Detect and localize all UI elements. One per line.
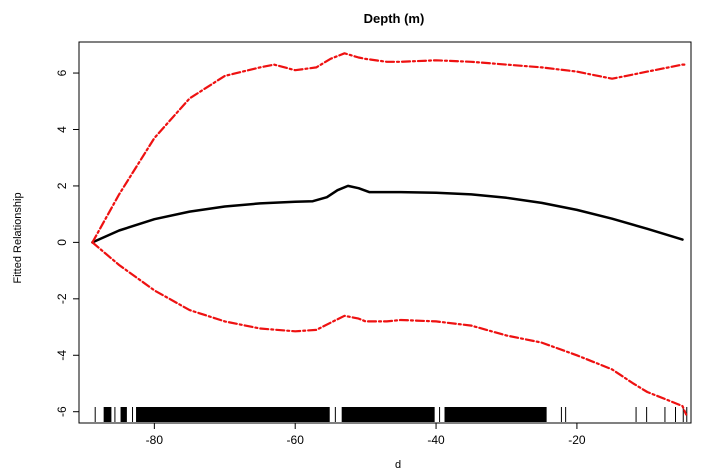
- y-axis-label: Fitted Relationship: [12, 192, 24, 283]
- rug-dense-band: [444, 407, 547, 422]
- y-tick-label: 6: [55, 69, 69, 76]
- rug-dense-band: [136, 407, 330, 422]
- x-tick-label: -40: [427, 433, 445, 447]
- y-tick-label: -2: [55, 293, 69, 304]
- upper-confidence-line: [91, 52, 688, 244]
- y-axis: -6 -4 -2 0 2 4 6: [55, 69, 80, 417]
- y-tick-label: 0: [55, 239, 69, 246]
- y-tick-label: 2: [55, 182, 69, 189]
- chart-title: Depth (m): [364, 11, 425, 26]
- y-tick-label: 4: [55, 126, 69, 133]
- y-tick-label: -4: [55, 350, 69, 361]
- x-axis: -80 -60 -40 -20: [146, 422, 586, 447]
- y-tick-label: -6: [55, 406, 69, 417]
- rug-dense-band: [103, 407, 112, 422]
- series-lines: [91, 52, 688, 416]
- x-tick-label: -80: [146, 433, 164, 447]
- lower-confidence-line: [91, 241, 688, 416]
- rug-dense-band: [341, 407, 435, 422]
- x-axis-label: d: [395, 459, 401, 471]
- x-tick-label: -20: [568, 433, 586, 447]
- x-tick-label: -60: [287, 433, 305, 447]
- fit-line: [91, 184, 684, 244]
- rug-marks: [94, 407, 688, 422]
